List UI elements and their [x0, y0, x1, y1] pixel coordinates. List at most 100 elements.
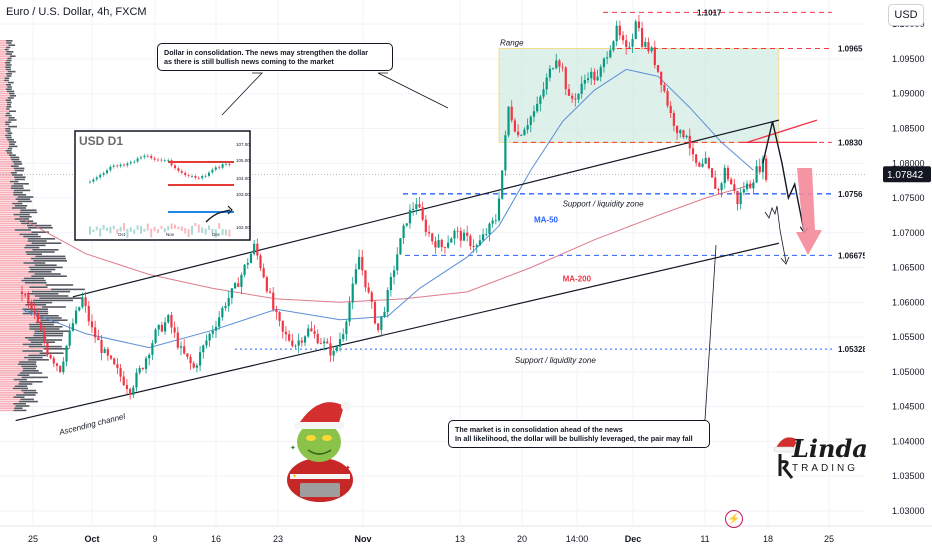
price-tick-label: 1.06500 [892, 263, 925, 273]
inset-candle-body [123, 164, 125, 166]
candle-body [723, 167, 726, 184]
candle-body [758, 166, 761, 173]
volume-bar-buy [11, 185, 24, 187]
candle-body [259, 255, 262, 269]
inset-candle-body [119, 164, 122, 167]
inset-volume-bar [106, 227, 108, 232]
volume-bar-sell [0, 119, 9, 121]
inset-time-label: Oct [118, 232, 126, 237]
candle-body [224, 305, 227, 308]
grinch-fur-trim [290, 474, 350, 479]
volume-bar-sell [0, 339, 29, 341]
volume-bar-sell [0, 389, 22, 392]
candle-body [373, 301, 377, 324]
volume-bar-sell [0, 216, 20, 218]
volume-bar-sell [0, 370, 23, 372]
candle-body [590, 71, 593, 79]
inset-volume-bar [129, 227, 132, 232]
inset-candle-body [136, 158, 139, 162]
inset-volume-bar [143, 228, 146, 232]
inset-volume-bar [153, 226, 156, 232]
inset-volume-bar [126, 228, 129, 238]
candle-body [39, 322, 43, 331]
inset-volume-bar [167, 226, 170, 231]
candle-body [704, 158, 707, 164]
volume-bar-buy [29, 286, 48, 288]
price-tick-label: 1.07000 [892, 228, 925, 238]
volume-bar-buy [13, 189, 31, 192]
volume-bar-sell [0, 180, 11, 183]
candle-body [109, 355, 113, 359]
volume-bar-buy [35, 255, 66, 258]
candle-body [135, 372, 138, 388]
candle-body [536, 103, 539, 112]
volume-bar-sell [0, 147, 8, 150]
time-axis[interactable]: 25 Oct 9 16 23 Nov 13 20 14:00 Dec 11 18 25 [0, 525, 932, 544]
volume-bar-sell [0, 191, 14, 194]
candle-body [27, 295, 30, 302]
candle-body [450, 238, 453, 243]
symbol-title[interactable]: Euro / U.S. Dollar, 4h, FXCM [6, 6, 147, 18]
volume-bar-sell [0, 319, 41, 321]
volume-bar-sell [0, 110, 10, 112]
volume-bar-buy [5, 66, 11, 68]
candle-body [288, 334, 291, 341]
ma-200-line [21, 183, 754, 303]
inset-volume-bar [194, 223, 197, 227]
candle-body [65, 345, 68, 362]
inset-volume-bar [218, 223, 221, 229]
volume-bar-buy [27, 224, 52, 227]
candle-body [660, 71, 663, 85]
volume-bar-sell [0, 156, 11, 159]
candle-body [119, 368, 122, 377]
currency-button[interactable]: USD [888, 4, 924, 26]
volume-bar-sell [0, 220, 20, 222]
inset-time-label: Nov [166, 232, 175, 237]
volume-bar-sell [0, 352, 40, 354]
volume-bar-buy [13, 163, 23, 165]
inset-candle-body [146, 155, 149, 157]
candle-body [189, 356, 192, 364]
volume-bar-buy [9, 92, 15, 95]
candle-body [443, 247, 447, 248]
annotation-label: MA-200 [563, 274, 592, 283]
inset-volume-bar [180, 226, 183, 231]
volume-bar-buy [18, 400, 38, 403]
candle-body [462, 232, 466, 241]
candle-body [415, 204, 418, 209]
volume-bar-sell [0, 394, 17, 396]
volume-bar-buy [30, 268, 56, 271]
volume-bar-buy [30, 341, 56, 343]
volume-bar-sell [0, 205, 16, 207]
laptop [300, 483, 340, 497]
inset-price-label: 105.00 [236, 158, 250, 163]
inset-volume-bar [112, 225, 115, 230]
price-axis[interactable]: 1.03000 1.03500 1.04000 1.04500 1.05000 1.055… [865, 0, 932, 550]
inset-volume-bar [228, 229, 231, 237]
candle-body [55, 363, 59, 366]
candle-body [332, 350, 335, 356]
inset-volume-bar [119, 226, 122, 232]
candle-body [631, 38, 634, 47]
inset-candle-body [204, 175, 207, 177]
volume-bar-buy [12, 202, 23, 205]
volume-profile [0, 40, 85, 412]
volume-bar-sell [0, 345, 29, 348]
lightning-icon[interactable]: ⚡ [725, 510, 743, 528]
volume-bar-sell [0, 53, 6, 55]
volume-bar-buy [6, 101, 12, 104]
price-tick-label: 1.07500 [892, 193, 925, 203]
volume-bar-sell [0, 99, 6, 101]
volume-bar-buy [40, 319, 68, 321]
volume-bar-buy [15, 205, 28, 207]
candle-body [453, 230, 456, 239]
candle-body [132, 387, 135, 395]
volume-bar-buy [31, 242, 62, 244]
price-tick-label: 1.09000 [892, 89, 925, 99]
volume-bar-sell [0, 242, 32, 244]
volume-bar-sell [0, 337, 26, 339]
volume-bar-buy [26, 293, 59, 295]
volume-bar-sell [0, 260, 34, 262]
candle-body [539, 96, 542, 104]
